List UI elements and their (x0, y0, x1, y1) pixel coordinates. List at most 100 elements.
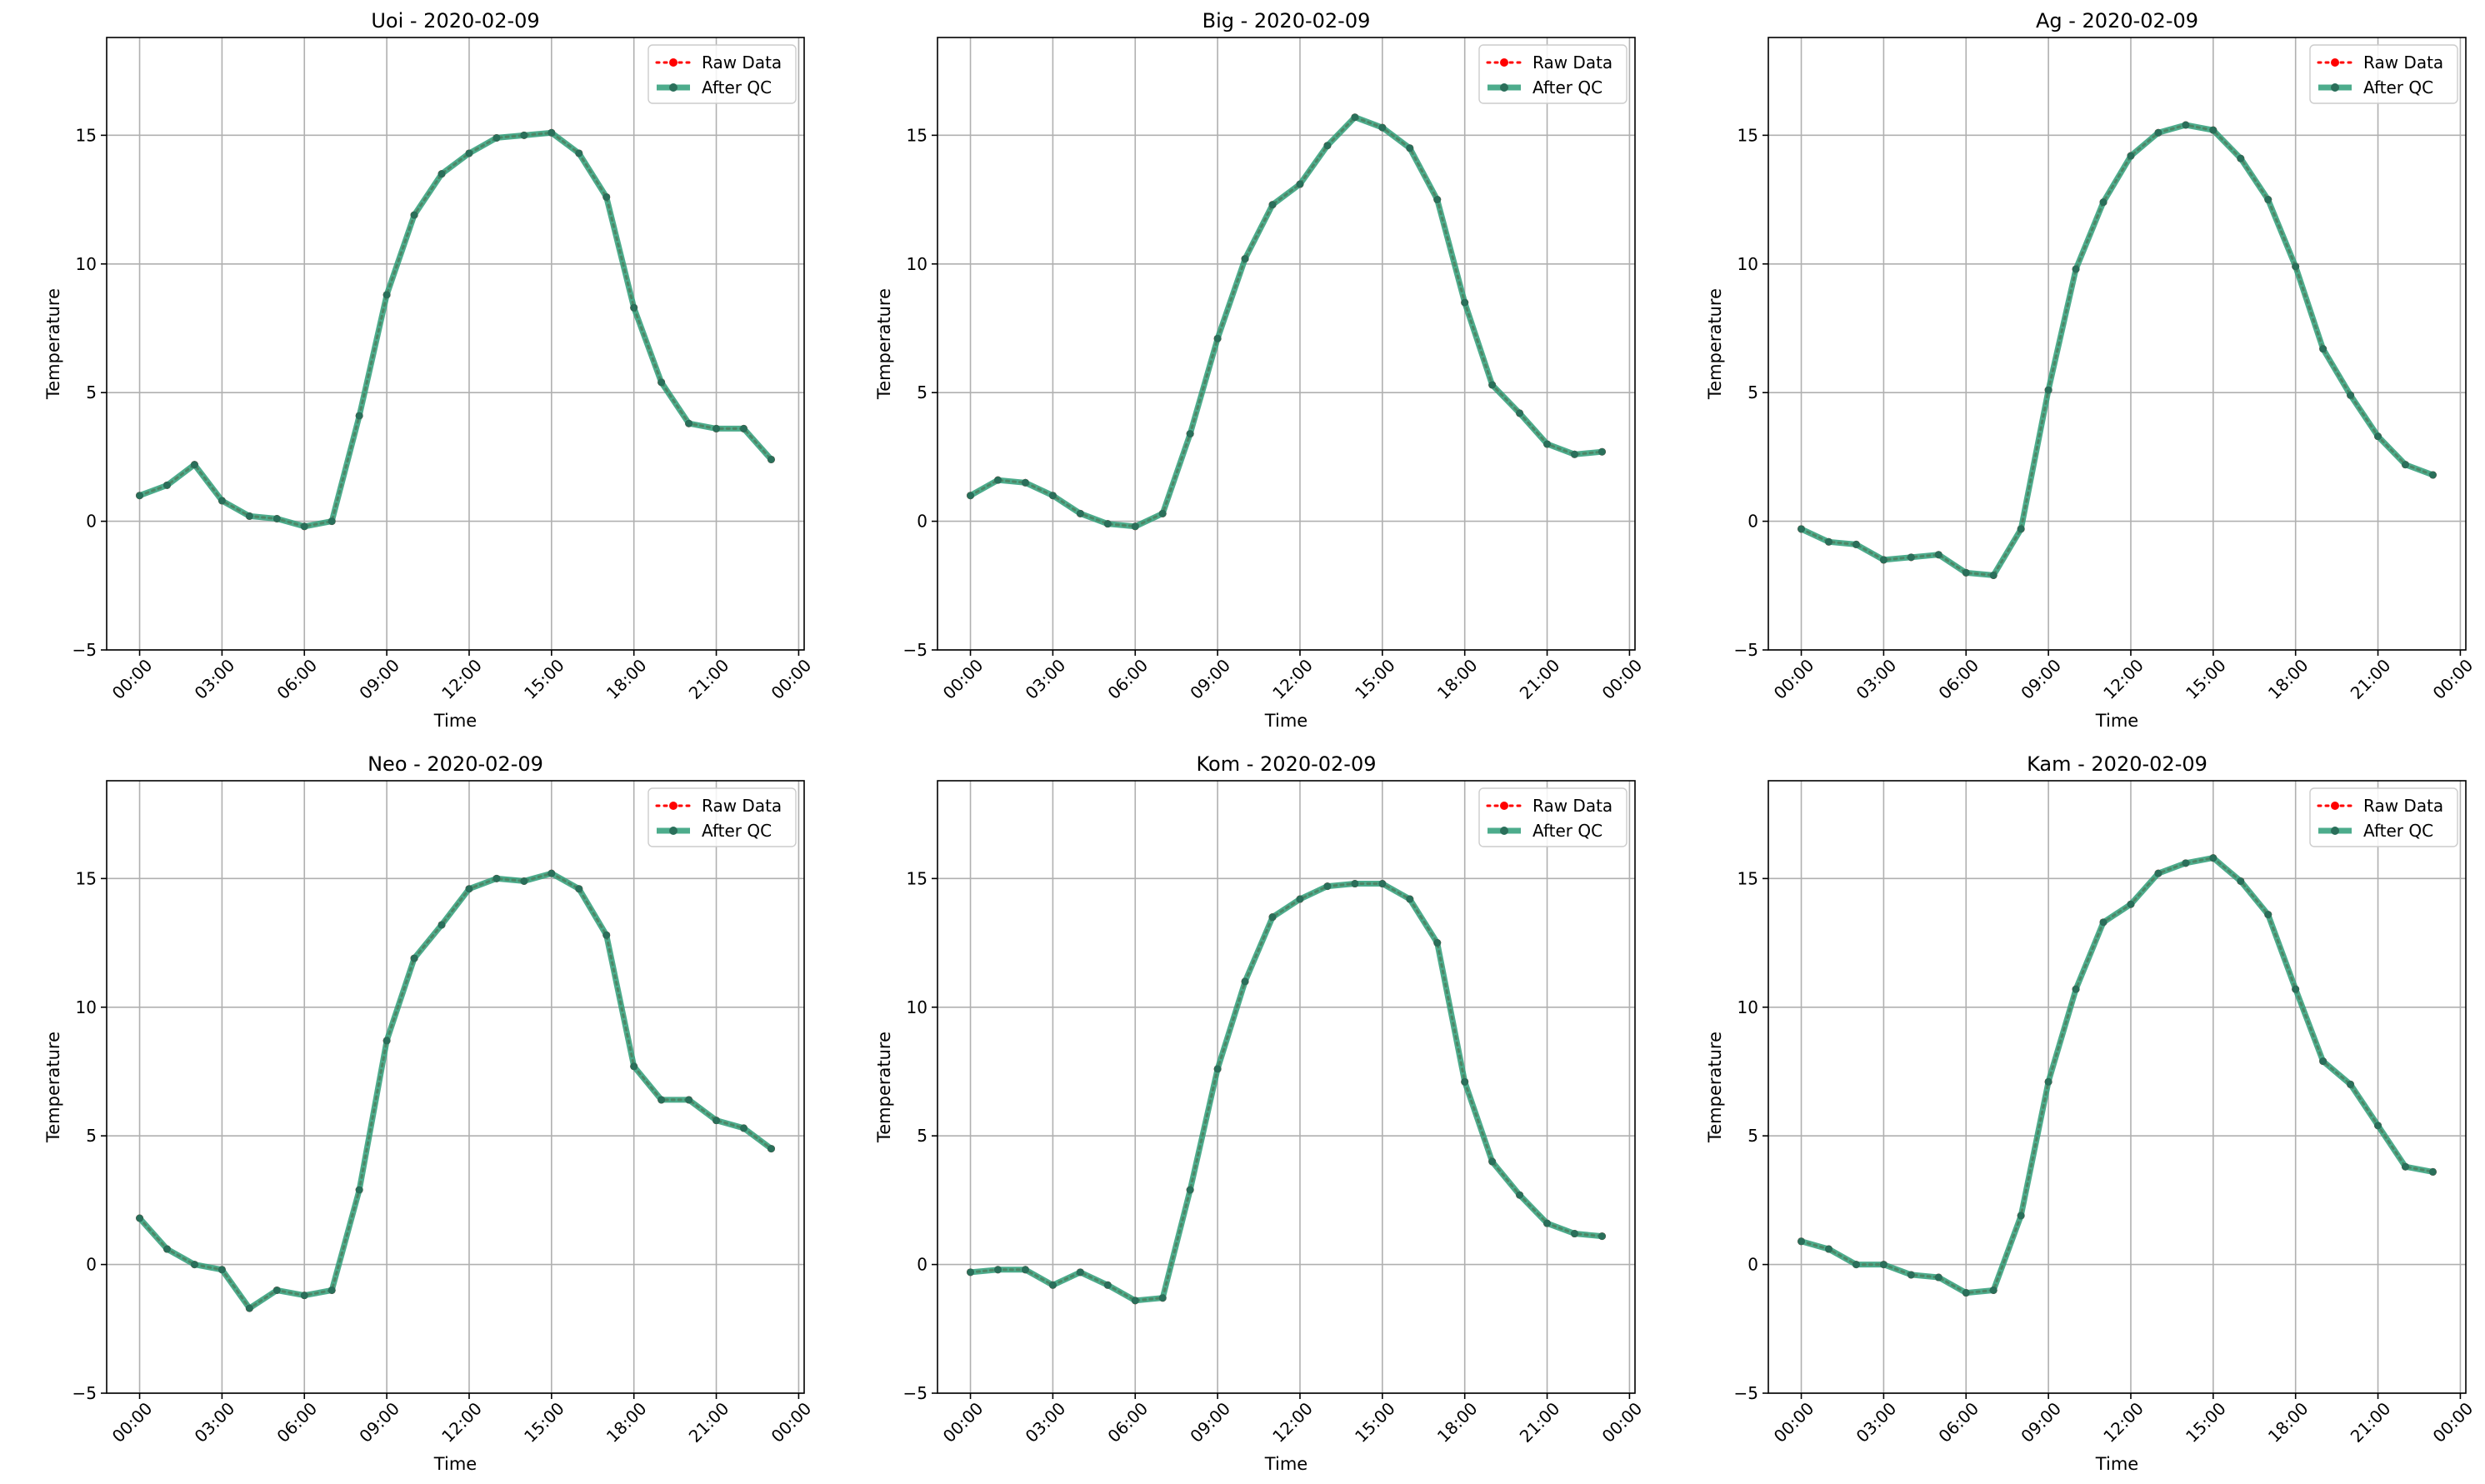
legend-label-raw-data: Raw Data (2363, 52, 2443, 72)
x-tick-label: 06:00 (272, 655, 321, 703)
legend-label-raw-data: Raw Data (702, 796, 782, 816)
after-qc-point (383, 291, 391, 298)
after-qc-point (967, 1268, 974, 1276)
after-qc-point (218, 497, 226, 504)
after-qc-point (1159, 510, 1167, 517)
after-qc-point (994, 477, 1002, 484)
after-qc-point (1908, 553, 1915, 561)
after-qc-point (163, 482, 171, 489)
x-tick-label: 00:00 (108, 1398, 157, 1447)
after-qc-point (136, 1215, 143, 1222)
y-tick-label: −5 (903, 640, 928, 660)
grid (107, 37, 804, 650)
legend-marker-raw-data (2331, 58, 2339, 67)
x-tick-label: 21:00 (685, 655, 733, 703)
after-qc-point (1543, 440, 1551, 447)
legend-label-raw-data: Raw Data (1532, 52, 1612, 72)
y-axis-label: Temperature (1705, 1032, 1725, 1143)
x-tick-label: 03:00 (191, 1398, 239, 1447)
legend: Raw Data After QC (2310, 788, 2458, 847)
x-tick-label: 06:00 (1103, 1398, 1152, 1447)
x-tick-label: 18:00 (2264, 1398, 2312, 1447)
after-qc-point (520, 132, 528, 139)
after-qc-point (2292, 262, 2299, 270)
axes-frame (938, 37, 1635, 650)
after-qc-point (1351, 880, 1358, 887)
y-tick-label: 15 (1738, 868, 1758, 888)
after-qc-point (2264, 196, 2272, 203)
after-qc-point (356, 1187, 363, 1194)
after-qc-point (575, 149, 582, 157)
after-qc-point (1296, 181, 1303, 188)
after-qc-point (2292, 986, 2299, 993)
after-qc-point (602, 193, 610, 201)
series-line-after-qc (140, 132, 772, 527)
after-qc-point (1049, 1282, 1057, 1289)
x-tick-label: 09:00 (2017, 655, 2065, 703)
after-qc-point (1598, 1232, 1606, 1240)
after-qc-point (2402, 461, 2409, 468)
axes-frame (1768, 781, 2466, 1393)
after-qc-point (2154, 129, 2162, 137)
x-tick-label: 03:00 (1022, 655, 1070, 703)
x-axis-label: Time (1264, 1454, 1308, 1474)
after-qc-point (967, 492, 974, 499)
after-qc-point (1908, 1271, 1915, 1278)
subplot: 00:00 03:00 06:00 09:00 12:00 15:00 18:00 21:00… (43, 752, 815, 1474)
after-qc-point (1406, 896, 1413, 903)
legend-marker-raw-data (669, 58, 678, 67)
after-qc-point (2374, 1122, 2382, 1129)
after-qc-point (492, 875, 500, 882)
after-qc-point (1269, 913, 1277, 921)
after-qc-point (1461, 1078, 1468, 1086)
series-line-raw-data (1802, 125, 2433, 575)
x-tick-label: 15:00 (520, 655, 568, 703)
x-tick-label: 15:00 (2182, 1398, 2230, 1447)
after-qc-point (1104, 1282, 1112, 1289)
chart-title: Ag - 2020-02-09 (2036, 9, 2198, 32)
x-tick-label: 03:00 (191, 655, 239, 703)
x-tick-label: 00:00 (939, 655, 988, 703)
series-line-after-qc (140, 873, 772, 1308)
after-qc-point (2264, 911, 2272, 918)
grid (938, 781, 1635, 1393)
after-qc-point (328, 517, 336, 525)
after-qc-point (1962, 1289, 1970, 1297)
after-qc-point (1825, 538, 1832, 546)
x-tick-label: 06:00 (272, 1398, 321, 1447)
y-tick-label: 0 (86, 1255, 97, 1275)
after-qc-point (740, 1124, 748, 1132)
after-qc-point (1351, 113, 1358, 121)
after-qc-point (2182, 122, 2189, 129)
after-qc-point (465, 885, 472, 892)
legend-marker-after-qc (2331, 83, 2339, 92)
legend-label-raw-data: Raw Data (2363, 796, 2443, 816)
after-qc-point (685, 1096, 692, 1103)
x-tick-label: 15:00 (1351, 1398, 1399, 1447)
after-qc-point (356, 412, 363, 419)
x-tick-label: 00:00 (1770, 655, 1818, 703)
after-qc-point (163, 1246, 171, 1253)
y-tick-label: 10 (76, 254, 97, 274)
x-tick-label: 15:00 (1351, 655, 1399, 703)
after-qc-point (2182, 859, 2189, 867)
after-qc-point (658, 1096, 665, 1103)
after-qc-point (2154, 870, 2162, 877)
after-qc-point (1077, 510, 1084, 517)
after-qc-point (465, 149, 472, 157)
after-qc-point (246, 512, 253, 520)
x-tick-label: 21:00 (1516, 655, 1564, 703)
after-qc-point (2045, 1078, 2052, 1086)
chart-title: Big - 2020-02-09 (1202, 9, 1371, 32)
after-qc-point (712, 1117, 720, 1124)
x-tick-label: 03:00 (1852, 1398, 1901, 1447)
after-qc-point (2072, 986, 2080, 993)
x-tick-label: 00:00 (2429, 1398, 2478, 1447)
after-qc-point (2429, 472, 2437, 479)
after-qc-point (575, 885, 582, 892)
x-tick-label: 00:00 (108, 655, 157, 703)
after-qc-point (1488, 1158, 1496, 1166)
after-qc-point (768, 1145, 775, 1152)
after-qc-point (2127, 152, 2134, 160)
y-tick-label: 15 (76, 868, 97, 888)
